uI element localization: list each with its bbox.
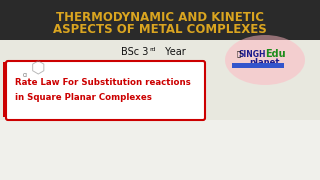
Text: rd: rd <box>149 46 156 51</box>
Text: Year: Year <box>162 47 186 57</box>
Text: Cl: Cl <box>23 73 28 78</box>
FancyBboxPatch shape <box>0 40 320 120</box>
Text: BSc 3: BSc 3 <box>121 47 148 57</box>
Text: SINGH: SINGH <box>238 50 266 59</box>
Text: in Square Planar Complexes: in Square Planar Complexes <box>15 93 152 102</box>
FancyBboxPatch shape <box>3 62 7 117</box>
FancyBboxPatch shape <box>0 120 320 180</box>
Ellipse shape <box>225 35 305 85</box>
Text: ⬡: ⬡ <box>31 59 45 77</box>
Text: Edu: Edu <box>265 49 285 59</box>
Text: planet: planet <box>250 57 280 66</box>
FancyBboxPatch shape <box>232 63 284 68</box>
Text: ASPECTS OF METAL COMPLEXES: ASPECTS OF METAL COMPLEXES <box>53 22 267 35</box>
Text: Rate Law For Substitution reactions: Rate Law For Substitution reactions <box>15 78 191 87</box>
Text: THERMODYNAMIC AND KINETIC: THERMODYNAMIC AND KINETIC <box>56 10 264 24</box>
Text: 🎓: 🎓 <box>237 51 241 57</box>
FancyBboxPatch shape <box>6 61 205 120</box>
Text: Part 6: Part 6 <box>127 66 169 78</box>
FancyBboxPatch shape <box>0 0 320 40</box>
